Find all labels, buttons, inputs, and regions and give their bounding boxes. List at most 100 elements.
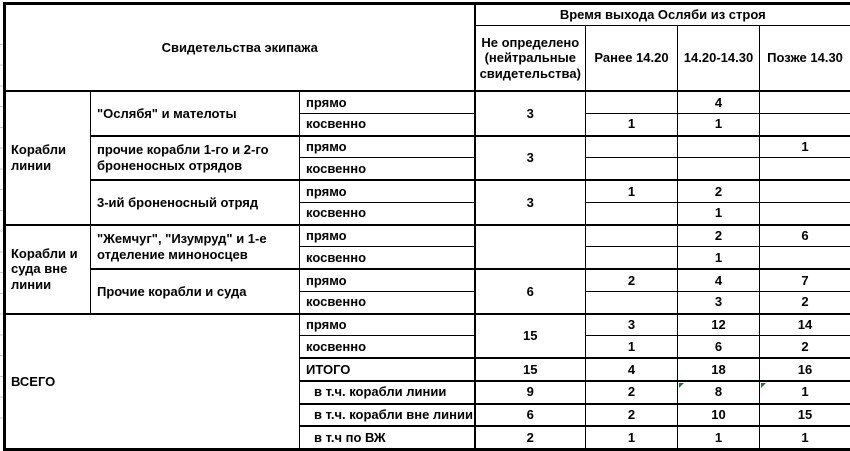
cell-value: 12 — [678, 314, 760, 336]
cell-value: 8 — [678, 381, 760, 404]
header-row-1: Свидетельства экипажа Время выхода Осляб… — [6, 5, 850, 26]
cell-value: 1 — [760, 136, 850, 158]
cell-value — [760, 91, 850, 113]
page: { "table_title": { "witnesses_header": "… — [0, 0, 850, 422]
cell-value: 16 — [760, 358, 850, 381]
cell-value: 1 — [678, 113, 760, 135]
time-header-cell: Время выхода Осляби из строя — [475, 5, 850, 26]
cell-value: 15 — [475, 314, 586, 359]
cell-value: 1 — [586, 113, 678, 135]
cell-value — [586, 91, 678, 113]
cell-value: 1 — [586, 180, 678, 202]
cell-value: 1 — [678, 247, 760, 269]
cell-value — [678, 158, 760, 180]
summary-label-ships-outside-line: в т.ч. корабли вне линии — [300, 404, 475, 427]
cell-value: 1 — [760, 381, 850, 404]
evidence-type-direct: прямо — [300, 136, 475, 158]
evidence-type-direct: прямо — [300, 314, 475, 336]
cell-value — [586, 136, 678, 158]
cell-value — [586, 158, 678, 180]
witnesses-header-cell: Свидетельства экипажа — [6, 5, 475, 92]
evidence-type-direct: прямо — [300, 180, 475, 202]
cell-value — [586, 202, 678, 224]
cell-value — [760, 113, 850, 135]
col-header-1420-1430: 14.20-14.30 — [678, 26, 760, 92]
cell-value: 6 — [760, 225, 850, 247]
evidence-type-direct: прямо — [300, 269, 475, 291]
ship-label-other-armored: прочие корабли 1-го и 2-го броненосных о… — [91, 136, 300, 181]
summary-label-itogo: ИТОГО — [300, 358, 475, 381]
cell-value-text: 1 — [801, 384, 808, 399]
cell-value: 15 — [475, 358, 586, 381]
ship-label-3rd-detachment: 3-ий броненосный отряд — [91, 180, 300, 225]
cell-value: 3 — [475, 91, 586, 136]
cell-value-text: 8 — [715, 384, 722, 399]
evidence-type-indirect: косвенно — [300, 158, 475, 180]
cell-value: 9 — [475, 381, 586, 404]
cell-value: 14 — [760, 314, 850, 336]
ship-label-other-vessels: Прочие корабли и суда — [91, 269, 300, 314]
cell-value: 1 — [586, 426, 678, 448]
oslyabya-table-container: Свидетельства экипажа Время выхода Осляб… — [3, 2, 850, 451]
cell-value — [760, 180, 850, 202]
ship-label-zhemchug-izumrud: "Жемчуг", "Изумруд" и 1-е отделение мино… — [91, 225, 300, 270]
cell-value — [586, 225, 678, 247]
table-row: Прочие корабли и суда прямо 6 2 4 7 — [6, 269, 850, 291]
cell-value: 2 — [586, 269, 678, 291]
cell-value: 3 — [475, 136, 586, 181]
evidence-type-indirect: косвенно — [300, 291, 475, 313]
cell-value: 3 — [586, 314, 678, 336]
cell-value — [475, 225, 586, 270]
cell-value: 1 — [586, 336, 678, 358]
table-row: прочие корабли 1-го и 2-го броненосных о… — [6, 136, 850, 158]
evidence-type-indirect: косвенно — [300, 247, 475, 269]
cell-value: 10 — [678, 404, 760, 427]
cell-error-flag-icon — [679, 383, 684, 388]
cell-value: 1 — [678, 202, 760, 224]
group-label-ships-of-line: Корабли линии — [6, 91, 91, 225]
cell-value: 7 — [760, 269, 850, 291]
table-row: 3-ий броненосный отряд прямо 3 1 2 — [6, 180, 850, 202]
cell-value — [586, 291, 678, 313]
cell-value — [760, 247, 850, 269]
cell-value: 6 — [475, 269, 586, 314]
group-label-ships-outside-line: Корабли и суда вне линии — [6, 225, 91, 314]
table-row: ВСЕГО прямо 15 3 12 14 — [6, 314, 850, 336]
total-label: ВСЕГО — [6, 314, 300, 449]
cell-value: 4 — [678, 91, 760, 113]
evidence-type-direct: прямо — [300, 91, 475, 113]
cell-value: 1 — [760, 426, 850, 448]
cell-value: 4 — [586, 358, 678, 381]
cell-value: 1 — [678, 426, 760, 448]
cell-value — [760, 158, 850, 180]
cell-value: 2 — [760, 336, 850, 358]
evidence-type-indirect: косвенно — [300, 202, 475, 224]
cell-value: 2 — [586, 404, 678, 427]
cell-value: 18 — [678, 358, 760, 381]
evidence-type-direct: прямо — [300, 225, 475, 247]
col-header-before-1420: Ранее 14.20 — [586, 26, 678, 92]
cell-value: 4 — [678, 269, 760, 291]
cell-value: 2 — [678, 180, 760, 202]
summary-label-vzh: в т.ч по ВЖ — [300, 426, 475, 448]
cell-value: 3 — [678, 291, 760, 313]
cell-value: 15 — [760, 404, 850, 427]
cell-value: 2 — [586, 381, 678, 404]
cell-value — [678, 136, 760, 158]
col-header-undetermined: Не определено (нейтральные свидетельства… — [475, 26, 586, 92]
cell-value: 2 — [678, 225, 760, 247]
cell-value: 2 — [760, 291, 850, 313]
ship-label-oslyabya: "Ослябя" и мателоты — [91, 91, 300, 136]
table-row: Корабли линии "Ослябя" и мателоты прямо … — [6, 91, 850, 113]
oslyabya-evidence-table: Свидетельства экипажа Время выхода Осляб… — [5, 4, 850, 449]
table-row: Корабли и суда вне линии "Жемчуг", "Изум… — [6, 225, 850, 247]
cell-error-flag-icon — [761, 383, 766, 388]
cell-value: 6 — [475, 404, 586, 427]
cell-value — [760, 202, 850, 224]
col-header-after-1430: Позже 14.30 — [760, 26, 850, 92]
cell-value — [586, 247, 678, 269]
cell-value: 6 — [678, 336, 760, 358]
summary-label-ships-of-line: в т.ч. корабли линии — [300, 381, 475, 404]
evidence-type-indirect: косвенно — [300, 113, 475, 135]
evidence-type-indirect: косвенно — [300, 336, 475, 358]
